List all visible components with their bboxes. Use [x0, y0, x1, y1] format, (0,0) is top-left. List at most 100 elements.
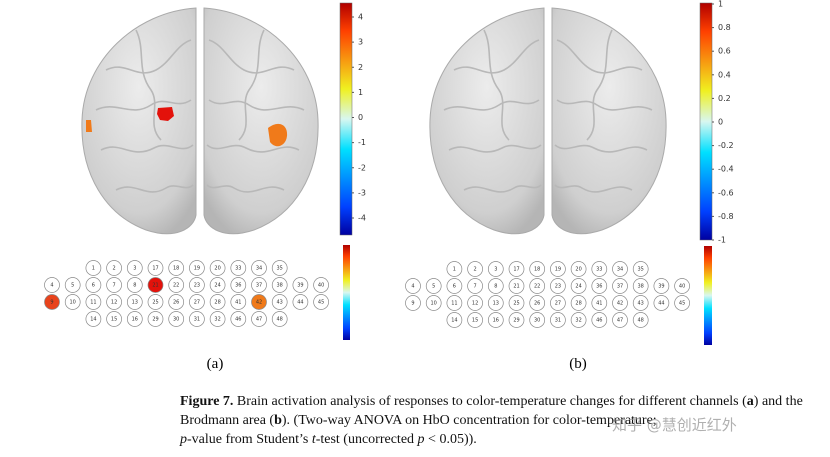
channel: [147, 260, 164, 276]
channel: [674, 295, 690, 311]
channel: [487, 261, 504, 277]
channel: [230, 294, 247, 310]
channel: [126, 294, 143, 310]
watermark: 知乎 @慧创近红外: [612, 416, 737, 434]
channel-label: 21: [513, 284, 519, 290]
channel: [467, 312, 483, 328]
channel-label: 42: [617, 301, 623, 307]
colorbar-tick-label: -1: [358, 138, 366, 147]
colorbar-tick-label: -0.8: [718, 212, 734, 221]
channel-label: 27: [555, 301, 561, 307]
channel-label: 38: [277, 283, 283, 289]
channel: [230, 277, 247, 293]
channel: [550, 295, 566, 311]
channel-label: 39: [297, 283, 303, 289]
caption-text: Brain activation analysis of responses t…: [233, 394, 747, 409]
caption-text: ) and the Brodmann area (: [180, 394, 803, 428]
channel: [147, 294, 164, 310]
channel-label: 33: [235, 266, 241, 272]
channel: [508, 278, 525, 294]
channel: [632, 295, 649, 311]
channel: [632, 312, 649, 328]
channel: [313, 294, 329, 310]
channel: [508, 312, 525, 328]
channel-label: 28: [214, 300, 220, 306]
channel-label: 30: [534, 318, 540, 324]
channel-label: 18: [534, 267, 540, 273]
channel: [271, 311, 288, 327]
channel-label: 43: [277, 300, 283, 306]
channel-label: 10: [70, 300, 76, 306]
channel: [209, 260, 226, 276]
channel: [467, 278, 483, 294]
channel: [126, 311, 143, 327]
channel-label: 43: [638, 301, 644, 307]
channel: [106, 294, 122, 310]
caption-label: Figure 7.: [180, 394, 234, 409]
caption-text: p: [417, 432, 425, 447]
channel-label: 24: [214, 283, 220, 289]
channel: [126, 277, 143, 293]
caption-text: t: [311, 432, 316, 447]
channel: [209, 294, 226, 310]
channel: [591, 261, 608, 277]
channel-label: 46: [596, 318, 602, 324]
channel: [570, 295, 587, 311]
panel-label: (b): [569, 356, 587, 372]
channel: [85, 277, 102, 293]
channel-label: 44: [658, 301, 664, 307]
channel-label: 37: [256, 283, 262, 289]
channel-label: 29: [513, 318, 519, 324]
channel: [251, 277, 267, 293]
channel: [44, 294, 60, 310]
channel-label: 46: [235, 317, 241, 323]
channel: [44, 277, 60, 293]
channel-label: 24: [575, 284, 581, 290]
colorbar-tick-label: 0.2: [718, 94, 731, 103]
channel-label: 10: [431, 301, 437, 307]
caption-text: < 0.05)).: [424, 432, 477, 447]
channel: [612, 312, 628, 328]
channel: [230, 311, 247, 327]
figure-caption: Figure 7. Brain activation analysis of r…: [180, 392, 820, 449]
channel: [653, 295, 670, 311]
caption-text: -value from Student’s: [187, 432, 312, 447]
channel: [209, 311, 226, 327]
channel-label: 31: [194, 317, 200, 323]
channel: [292, 294, 309, 310]
channel: [251, 260, 267, 276]
channel: [292, 277, 309, 293]
channel: [189, 294, 205, 310]
channel: [591, 278, 608, 294]
channel-label: 19: [555, 267, 561, 273]
channel: [529, 261, 546, 277]
channel: [529, 295, 546, 311]
colorbar-small: [343, 245, 350, 340]
channel-label: 3: [494, 267, 497, 273]
channel-label: 44: [297, 300, 303, 306]
channel-label: 30: [173, 317, 179, 323]
channel: [487, 295, 504, 311]
channel-label: 41: [235, 300, 241, 306]
channel-label: 14: [90, 317, 96, 323]
channel-label: 12: [111, 300, 117, 306]
channel: [653, 278, 670, 294]
channel: [632, 278, 649, 294]
colorbar-tick-label: -0.4: [718, 165, 734, 174]
channel-label: 28: [575, 301, 581, 307]
channel: [126, 260, 143, 276]
channel-label: 1: [453, 267, 456, 273]
channel: [405, 278, 421, 294]
channel-label: 12: [472, 301, 478, 307]
channel: [168, 311, 185, 327]
channel-label: 4: [411, 284, 414, 290]
channel-label: 9: [411, 301, 414, 307]
channel-label: 13: [493, 301, 499, 307]
channel: [612, 278, 628, 294]
channel-label: 22: [534, 284, 540, 290]
channel: [529, 278, 546, 294]
channel-label: 32: [575, 318, 581, 324]
channel: [487, 278, 504, 294]
colorbar-tick-label: 2: [358, 63, 363, 72]
caption-text: a: [746, 394, 754, 409]
